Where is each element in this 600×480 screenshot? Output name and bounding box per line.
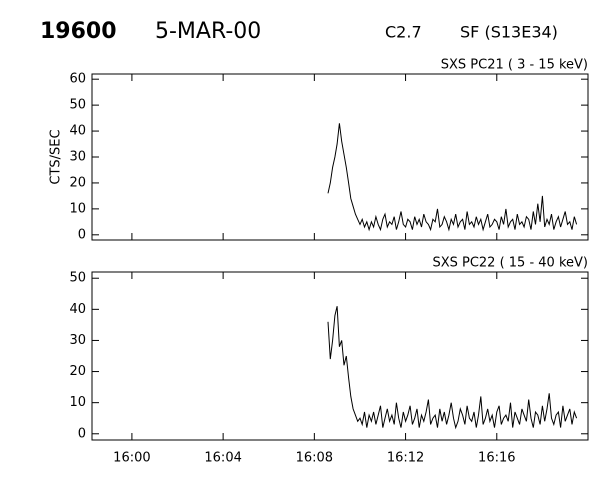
- plot-frame: [91, 73, 589, 241]
- y-tick-label: 10: [69, 201, 86, 216]
- x-tick-label: 16:08: [296, 451, 333, 466]
- y-tick-label: 60: [69, 72, 86, 87]
- y-tick-label: 0: [78, 426, 86, 441]
- x-tick-label: 16:12: [387, 451, 424, 466]
- data-line: [327, 123, 578, 232]
- y-tick-label: 30: [69, 150, 86, 165]
- x-tick-label: 16:04: [204, 451, 241, 466]
- y-tick-label: 50: [69, 271, 86, 286]
- y-axis-label: CTS/SEC: [49, 129, 64, 184]
- flare-location: SF (S13E34): [460, 23, 558, 42]
- plot-frame: [91, 271, 589, 441]
- event-id: 19600: [40, 19, 117, 44]
- y-tick-label: 50: [69, 98, 86, 113]
- y-tick-label: 10: [69, 395, 86, 410]
- panel-title: SXS PC21 ( 3 - 15 keV): [441, 58, 588, 73]
- panel-title: SXS PC22 ( 15 - 40 keV): [432, 256, 588, 271]
- x-tick-label: 16:16: [478, 451, 515, 466]
- flare-class: C2.7: [385, 23, 422, 42]
- y-tick-label: 40: [69, 302, 86, 317]
- event-date: 5-MAR-00: [155, 19, 261, 44]
- y-tick-label: 20: [69, 364, 86, 379]
- x-tick-label: 16:00: [113, 451, 150, 466]
- data-line: [327, 306, 578, 430]
- y-tick-label: 0: [78, 227, 86, 242]
- y-tick-label: 40: [69, 124, 86, 139]
- y-tick-label: 20: [69, 175, 86, 190]
- y-tick-label: 30: [69, 333, 86, 348]
